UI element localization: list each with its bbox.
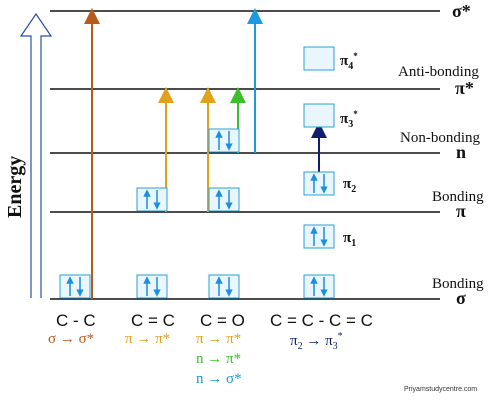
non-bonding-label: Non-bonding — [400, 130, 480, 146]
orbital-label-pi2: π2 — [343, 176, 357, 195]
bond-label-diene: C = C - C = C — [270, 311, 373, 330]
orbital-box-c-eq-c-sigma — [136, 274, 168, 299]
transition-label-co-n-pi-star: n → π* — [196, 351, 242, 367]
level-label-n: n — [456, 142, 467, 162]
energy-axis — [19, 12, 53, 298]
orbital-box-pi1 — [303, 224, 335, 249]
level-label-sigma: σ — [456, 288, 466, 308]
orbital-label-pi1: π1 — [343, 230, 357, 249]
bonding-pi-label: Bonding — [432, 189, 484, 205]
bonding-sigma-label: Bonding — [432, 276, 484, 292]
orbital-label-pi4: π4* — [340, 51, 358, 72]
orbital-box-diene-sigma — [303, 274, 335, 299]
bond-label-c-eq-c: C = C — [131, 311, 175, 330]
transition-label-co-pi-pi-star: π → π* — [196, 331, 242, 347]
transition-label-co-n-sigma-star: n → σ* — [196, 371, 242, 387]
watermark: Priyamstudycentre.com — [404, 386, 478, 393]
bond-label-cc: C - C — [56, 311, 96, 330]
orbital-box-co-pi — [208, 187, 240, 212]
orbital-label-pi3: π3* — [340, 109, 358, 130]
orbital-box-pi3-star — [303, 103, 335, 128]
orbital-box-co-n — [208, 128, 240, 153]
transition-label-c-eq-c: π → π* — [125, 331, 171, 347]
transition-label-cc: σ → σ* — [48, 331, 95, 347]
level-label-pi: π — [456, 201, 466, 221]
transition-label-diene: π2 → π3* — [290, 331, 343, 352]
bond-label-co: C = O — [200, 311, 245, 330]
orbital-box-co-sigma — [208, 274, 240, 299]
level-label-pi-star: π* — [455, 78, 474, 98]
orbital-box-cc-sigma — [59, 274, 91, 299]
orbital-box-pi2 — [303, 171, 335, 196]
orbital-box-pi4-star — [303, 46, 335, 71]
orbital-box-c-eq-c-pi — [136, 187, 168, 212]
energy-axis-label: Energy — [4, 155, 26, 218]
level-label-sigma-star: σ* — [452, 1, 471, 21]
anti-bonding-label: Anti-bonding — [398, 64, 479, 80]
